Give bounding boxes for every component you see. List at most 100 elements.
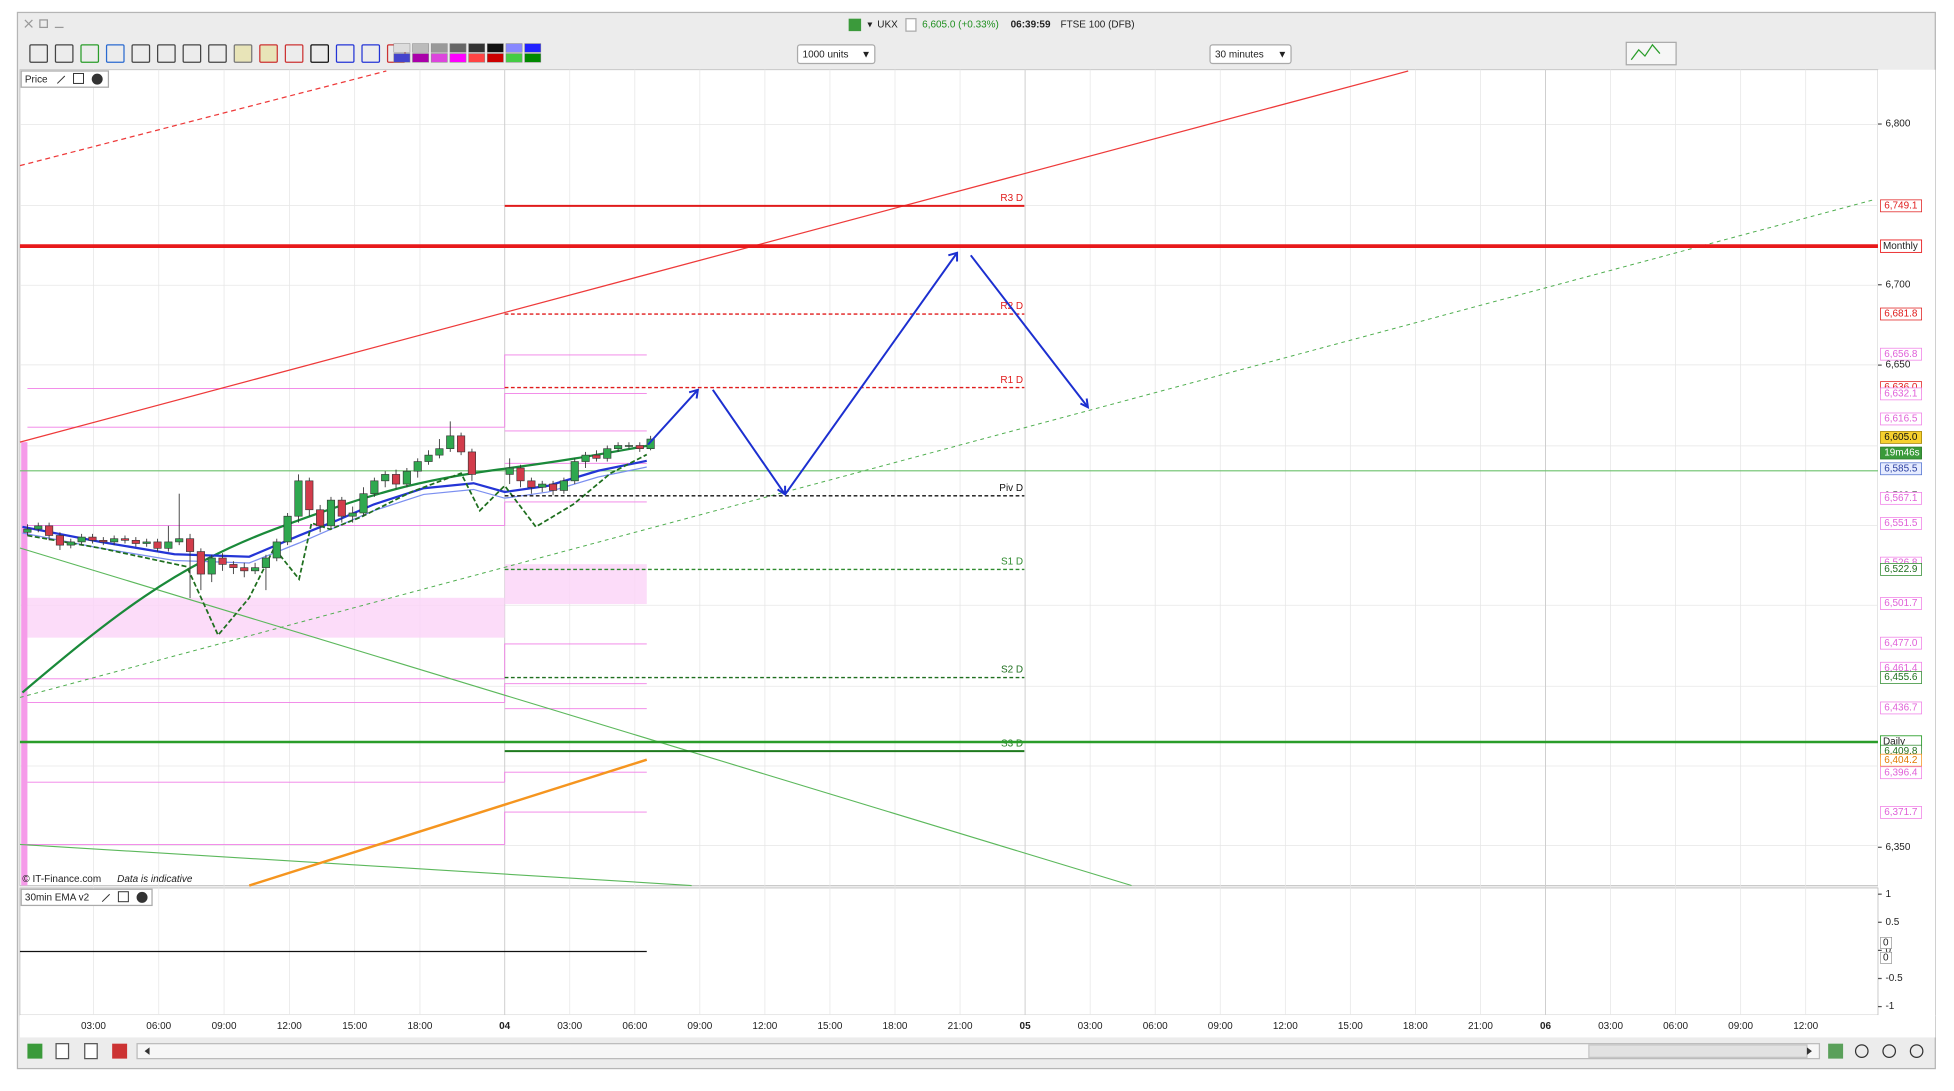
candle-body: [337, 499, 346, 517]
bottom-toolbar[interactable]: [27, 1043, 1924, 1060]
tool-button[interactable]: [259, 44, 278, 63]
candle-body: [446, 435, 455, 450]
price-tag: [1880, 462, 1922, 476]
candle-body: [251, 567, 260, 572]
x-tick-label: 05: [1020, 1021, 1032, 1032]
candle-body: [305, 480, 314, 511]
candle-body: [413, 461, 422, 472]
tool-button[interactable]: [131, 44, 151, 63]
color-swatch[interactable]: [449, 53, 467, 63]
candle-body: [142, 541, 151, 544]
quote: 6,605.0 (+0.33%): [922, 20, 999, 31]
tool-button[interactable]: [182, 44, 202, 63]
color-swatch[interactable]: [393, 43, 411, 53]
window-controls[interactable]: [24, 19, 64, 29]
candle-body: [570, 461, 579, 482]
level-tag-label: Daily: [1883, 737, 1905, 748]
price-tag: [1880, 597, 1922, 610]
candle-body: [240, 567, 249, 572]
pivot-label: S1 D: [1001, 557, 1023, 568]
dropdown-arrow: ▼: [1277, 49, 1287, 60]
candle-body: [99, 539, 108, 543]
color-swatch[interactable]: [393, 53, 411, 63]
color-swatch[interactable]: [505, 53, 523, 63]
x-tick-label: 04: [499, 1021, 511, 1032]
units-dropdown[interactable]: [796, 44, 876, 65]
tool-button[interactable]: [29, 44, 48, 63]
x-tick-label: 03:00: [1078, 1021, 1103, 1032]
info-icon[interactable]: [905, 18, 917, 32]
candle-body: [207, 557, 216, 575]
clock: 06:39:59: [1011, 20, 1051, 31]
color-swatch[interactable]: [505, 43, 523, 53]
candle-body: [316, 509, 325, 527]
color-swatch[interactable]: [487, 43, 504, 53]
x-tick-label: 06:00: [146, 1021, 171, 1032]
candle-body: [646, 438, 655, 450]
price-tag: [1880, 431, 1922, 444]
dropdown-arrow: ▼: [861, 49, 871, 60]
tool-button[interactable]: [335, 44, 355, 63]
color-swatch[interactable]: [449, 43, 467, 53]
vertical-grid: [93, 69, 1807, 1016]
candle-body: [34, 525, 43, 530]
y-tick-label: 6,700: [1885, 279, 1910, 290]
tool-button[interactable]: [105, 44, 125, 63]
x-tick-label: 15:00: [817, 1021, 842, 1032]
candlesticks: [23, 421, 655, 599]
x-tick-label: 03:00: [557, 1021, 582, 1032]
color-swatch[interactable]: [412, 53, 429, 63]
pivot-label: R1 D: [1000, 375, 1023, 386]
color-swatch[interactable]: [430, 43, 448, 53]
candle-body: [229, 564, 238, 568]
price-tag-label: 6,567.1: [1884, 493, 1918, 504]
color-swatch[interactable]: [412, 43, 429, 53]
drawing-toolbar[interactable]: [29, 43, 542, 63]
price-tag: [1880, 766, 1922, 780]
price-tag: [1880, 199, 1922, 213]
candle-body: [55, 535, 64, 546]
tool-button[interactable]: [157, 44, 176, 63]
y-tick-label: 6,800: [1885, 119, 1910, 130]
price-tag: [1880, 347, 1922, 361]
x-tick-label: 15:00: [342, 1021, 367, 1032]
color-swatch[interactable]: [468, 53, 486, 63]
tool-button[interactable]: [80, 44, 100, 63]
panel-buttons[interactable]: [56, 72, 103, 85]
tool-button[interactable]: [361, 44, 381, 63]
time-axis-labels: 03:00 06:00 09:00 12:00 15:00 18:00 04 03:00 06:…: [81, 1021, 1819, 1032]
price-tag: [1880, 701, 1922, 715]
x-tick-label: 03:00: [81, 1021, 106, 1032]
pivot-label: S3 D: [1001, 738, 1023, 749]
x-tick-label: 21:00: [1468, 1021, 1493, 1032]
candle-body: [185, 538, 195, 552]
chart-type-button[interactable]: [1625, 41, 1677, 66]
price-tag-label: 6,551.5: [1884, 518, 1918, 529]
tool-button[interactable]: [208, 44, 227, 63]
y-tick-label: 6,350: [1885, 842, 1910, 853]
pivot-label: R3 D: [1000, 193, 1023, 204]
tool-button[interactable]: [310, 44, 329, 63]
price-tag-label: 6,656.8: [1884, 349, 1918, 360]
color-swatch[interactable]: [487, 53, 504, 63]
candle-body: [435, 448, 444, 456]
interval-dropdown[interactable]: [1209, 44, 1292, 65]
daily-pivots: R3 D R2 D R1 D Piv D S1 D S2 D S3 D: [504, 193, 1025, 753]
price-tag-label: 6,477.0: [1884, 638, 1918, 649]
y-tick-label: 1: [1885, 889, 1891, 900]
indicator-axis: 10.50-0.5-100: [1877, 889, 1903, 1012]
color-swatch[interactable]: [524, 43, 542, 53]
color-swatch[interactable]: [430, 53, 448, 63]
x-tick-label: 18:00: [883, 1021, 908, 1032]
dropdown-arrow[interactable]: ▾: [867, 20, 872, 31]
color-swatch[interactable]: [468, 43, 486, 53]
color-swatch[interactable]: [524, 53, 542, 63]
candle-body: [218, 557, 227, 565]
tool-button[interactable]: [233, 44, 253, 63]
price-tag: [1880, 446, 1922, 460]
price-tag: [1880, 492, 1922, 505]
tool-button[interactable]: [284, 44, 304, 63]
candle-body: [283, 515, 292, 543]
panel-buttons[interactable]: [101, 891, 148, 903]
tool-button[interactable]: [54, 44, 74, 63]
